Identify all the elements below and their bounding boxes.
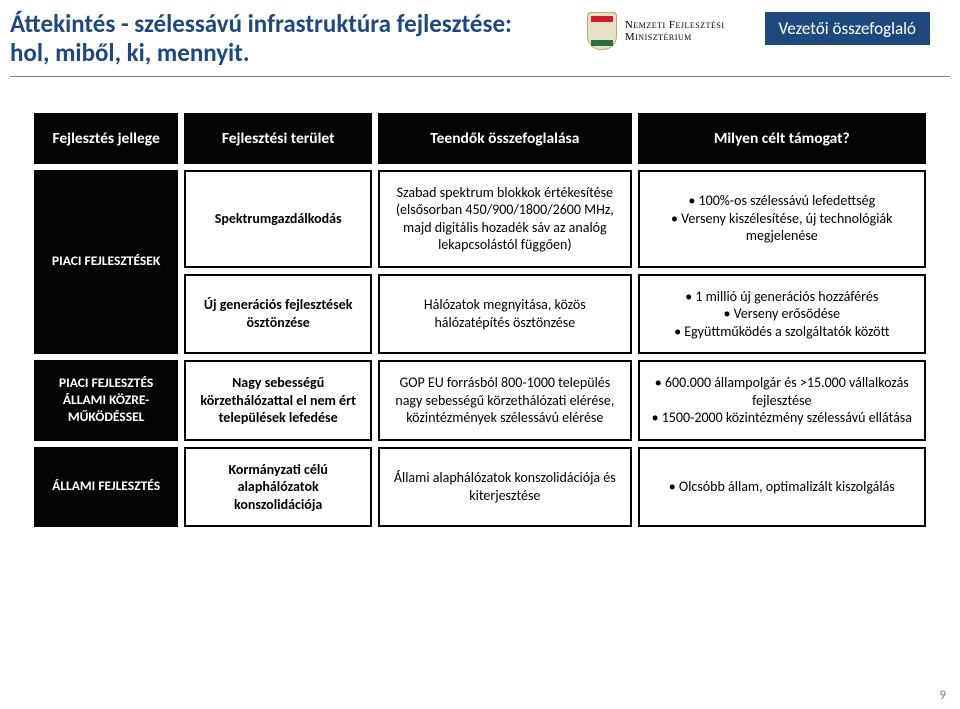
goal-item: • Verseny erősödése [723,305,840,323]
table-row: PIACI FEJLESZTÉSEKSpektrumgazdálkodásSza… [34,170,926,268]
ministry-logo: Nemzeti Fejlesztési Minisztérium [587,12,725,50]
coat-of-arms-icon [587,12,617,50]
row-goals: • 1 millió új generációs hozzáférés• Ver… [638,274,926,355]
goal-item: • 100%-os szélessávú lefedettség [688,192,875,210]
row-tasks: GOP EU forrásból 800-1000 település nagy… [378,360,631,441]
goal-item: • Együttműködés a szolgáltatók között [674,323,889,341]
row-area: Spektrumgazdálkodás [184,170,372,268]
goal-item: • 1 millió új generációs hozzáférés [685,288,878,306]
page-number: 9 [939,688,946,703]
col-header-tasks: Teendők összefoglalása [378,113,631,164]
row-category: ÁLLAMI FEJLESZTÉS [34,447,178,528]
row-area: Új generációs fejlesztések ösztönzése [184,274,372,355]
goal-item: • 1500-2000 közintézmény szélessávú ellá… [652,409,912,427]
col-header-area: Fejlesztési terület [184,113,372,164]
ministry-line2: Minisztérium [625,31,725,43]
ministry-line1: Nemzeti Fejlesztési [625,19,725,31]
row-tasks: Hálózatok megnyitása, közös hálózatépíté… [378,274,631,355]
row-tasks: Szabad spektrum blokkok értékesítése (el… [378,170,631,268]
row-category: PIACI FEJLESZTÉSEK [34,170,178,355]
row-category: PIACI FEJLESZTÉS ÁLLAMI KÖZRE-MŰKÖDÉSSEL [34,360,178,441]
page-title: Áttekintés - szélessávú infrastruktúra f… [10,10,587,68]
col-header-type: Fejlesztés jellege [34,113,178,164]
row-area: Kormányzati célú alaphálózatok konszolid… [184,447,372,528]
goal-item: • Olcsóbb állam, optimalizált kiszolgálá… [669,478,895,496]
table-row: ÁLLAMI FEJLESZTÉSKormányzati célú alaphá… [34,447,926,528]
overview-table: Fejlesztés jellege Fejlesztési terület T… [28,107,932,534]
goal-item: • Verseny kiszélesítése, új technológiák… [648,210,916,245]
row-tasks: Állami alaphálózatok konszolidációja és … [378,447,631,528]
table-header-row: Fejlesztés jellege Fejlesztési terület T… [34,113,926,164]
col-header-goals: Milyen célt támogat? [638,113,926,164]
row-goals: • 600.000 állampolgár és >15.000 vállalk… [638,360,926,441]
goal-item: • 600.000 állampolgár és >15.000 vállalk… [648,374,916,409]
ministry-name: Nemzeti Fejlesztési Minisztérium [625,19,725,43]
row-goals: • 100%-os szélessávú lefedettség• Versen… [638,170,926,268]
table-row: PIACI FEJLESZTÉS ÁLLAMI KÖZRE-MŰKÖDÉSSEL… [34,360,926,441]
row-area: Nagy sebességű körzethálózattal el nem é… [184,360,372,441]
row-goals: • Olcsóbb állam, optimalizált kiszolgálá… [638,447,926,528]
summary-badge: Vezetői összefoglaló [765,12,931,45]
